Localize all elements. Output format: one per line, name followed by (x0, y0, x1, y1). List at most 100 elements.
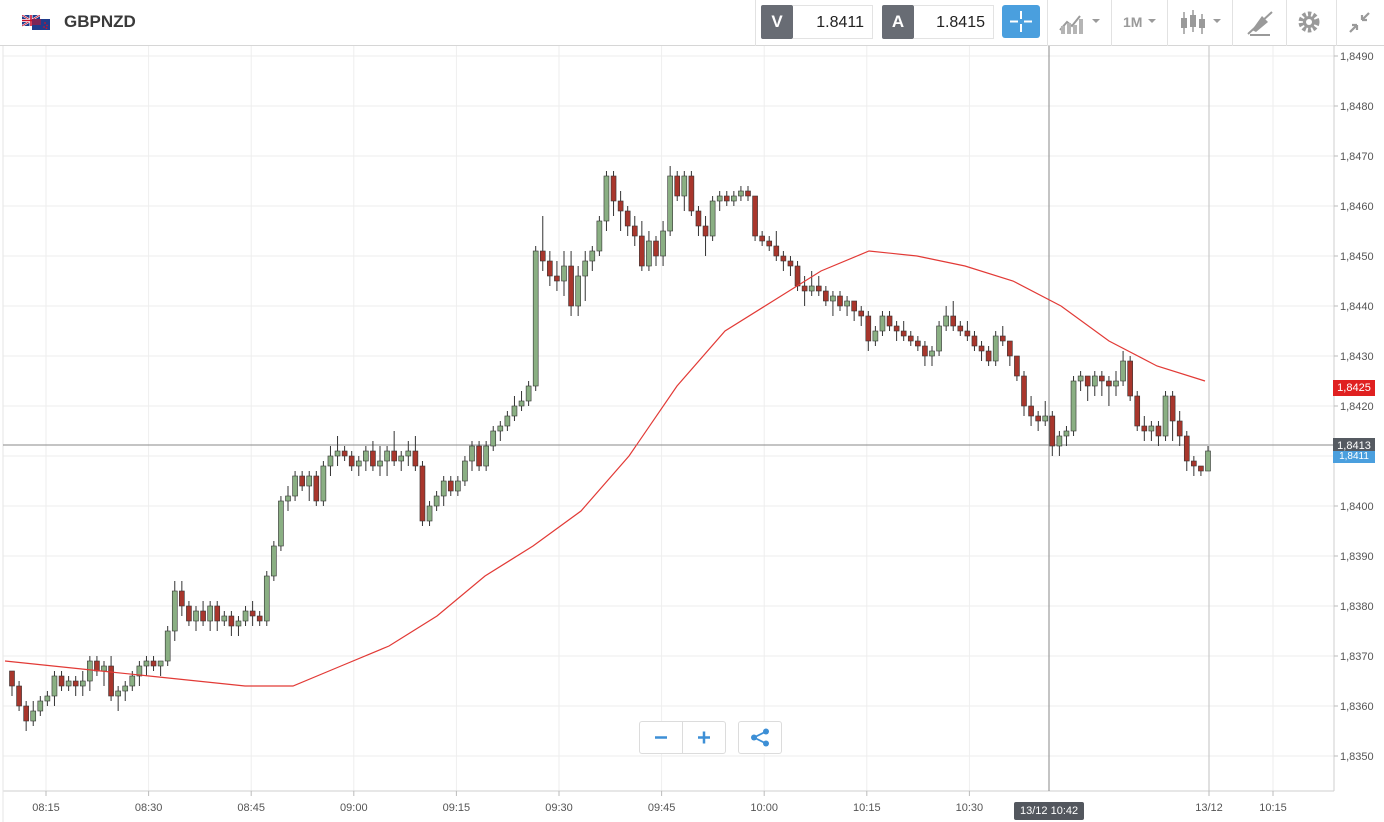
candle-body (30, 710, 37, 722)
candle-body (320, 465, 327, 502)
candle-body (285, 495, 291, 502)
candle-body (745, 190, 751, 197)
candle (738, 186, 744, 201)
candle-body (122, 685, 129, 692)
toolbar-divider (1286, 0, 1287, 46)
candle (787, 256, 794, 276)
candle-body (808, 285, 815, 292)
draw-button[interactable] (1244, 8, 1276, 38)
chart-type-dropdown[interactable] (1176, 8, 1226, 38)
candle-body (348, 455, 355, 467)
candle (1148, 421, 1155, 441)
price-chart[interactable]: 1,8350 1,8360 1,8370 1,8380 1,8390 1,8400 1,84… (0, 46, 1384, 822)
candle (1113, 371, 1119, 396)
candle-body (773, 245, 780, 257)
ask-label[interactable]: A (882, 5, 914, 39)
candle (1007, 340, 1013, 366)
candle (313, 471, 320, 506)
candle (539, 216, 546, 271)
x-tick-label: 09:45 (648, 802, 676, 814)
candle-body (94, 660, 100, 672)
candle-body (525, 385, 532, 402)
x-tick-label: 10:15 (1259, 802, 1287, 814)
candle-body (907, 335, 914, 342)
candle (745, 186, 751, 201)
candle (603, 171, 610, 231)
candle (299, 471, 305, 491)
settings-button[interactable] (1296, 8, 1324, 38)
crosshair-button[interactable] (1002, 5, 1040, 38)
candle-body (1021, 375, 1027, 407)
candle (221, 611, 228, 626)
candle (1176, 411, 1183, 446)
candle (1205, 446, 1211, 472)
candle (101, 661, 107, 686)
candle-body (483, 445, 489, 467)
candle (504, 411, 511, 431)
candle-body (1191, 460, 1197, 467)
candle-body (433, 495, 440, 507)
candle-body (568, 265, 574, 307)
candle (455, 476, 461, 496)
candle (65, 676, 72, 691)
candle (469, 441, 475, 471)
candle (1028, 396, 1034, 426)
candle-body (79, 680, 86, 687)
candle-body (228, 615, 235, 627)
bid-label[interactable]: V (761, 5, 793, 39)
candle (568, 251, 574, 316)
candle-body (440, 480, 447, 497)
candle (285, 486, 291, 511)
candle (582, 251, 589, 301)
candle-body (249, 610, 256, 617)
candle (518, 391, 525, 411)
candle-body (384, 450, 390, 462)
candle (1014, 355, 1020, 381)
candle (150, 656, 157, 671)
candle (837, 291, 843, 311)
y-tick-label: 1,8440 (1340, 301, 1374, 313)
candle-body (893, 325, 900, 332)
candle-body (235, 620, 242, 627)
candle-body (532, 250, 539, 387)
candle-body (830, 295, 836, 302)
candle-body (929, 350, 935, 357)
candle (1070, 376, 1077, 436)
x-tick-label: 08:15 (32, 802, 60, 814)
candle (950, 301, 957, 331)
ask-price[interactable]: 1.8415 (914, 5, 994, 39)
candle-body (278, 500, 284, 547)
candle-body (327, 455, 334, 467)
timeframe-dropdown[interactable]: 1M (1121, 8, 1161, 38)
candle-body (497, 425, 504, 432)
candle-body (1169, 395, 1176, 422)
bid-price[interactable]: 1.8411 (793, 5, 873, 39)
candle-body (610, 175, 617, 202)
candle-body (561, 265, 567, 282)
candle (561, 251, 567, 296)
candle (1056, 431, 1063, 456)
candle-body (419, 465, 426, 522)
candle-body (1084, 375, 1091, 387)
moving-average-line (4, 250, 1206, 687)
candle-body (1014, 355, 1020, 377)
candle (179, 581, 185, 616)
indicators-button[interactable] (1058, 8, 1104, 38)
candle (1198, 465, 1204, 476)
candle-body (957, 325, 964, 332)
crosshair-price-tag: 1,8413 (1333, 438, 1375, 454)
candle-body (1183, 435, 1190, 462)
candle-body (1028, 405, 1034, 417)
candle-body (695, 210, 702, 227)
candle-body (596, 220, 603, 252)
candle (731, 191, 737, 206)
zoom-in-button[interactable] (682, 721, 726, 754)
collapse-button[interactable] (1346, 8, 1374, 38)
candle (624, 206, 631, 236)
symbol-title[interactable]: GBPNZD (64, 12, 136, 31)
zoom-out-button[interactable] (639, 721, 683, 754)
candle (1084, 375, 1091, 401)
share-button[interactable] (738, 721, 782, 754)
candle-body (299, 475, 305, 487)
candle-body (631, 225, 638, 237)
